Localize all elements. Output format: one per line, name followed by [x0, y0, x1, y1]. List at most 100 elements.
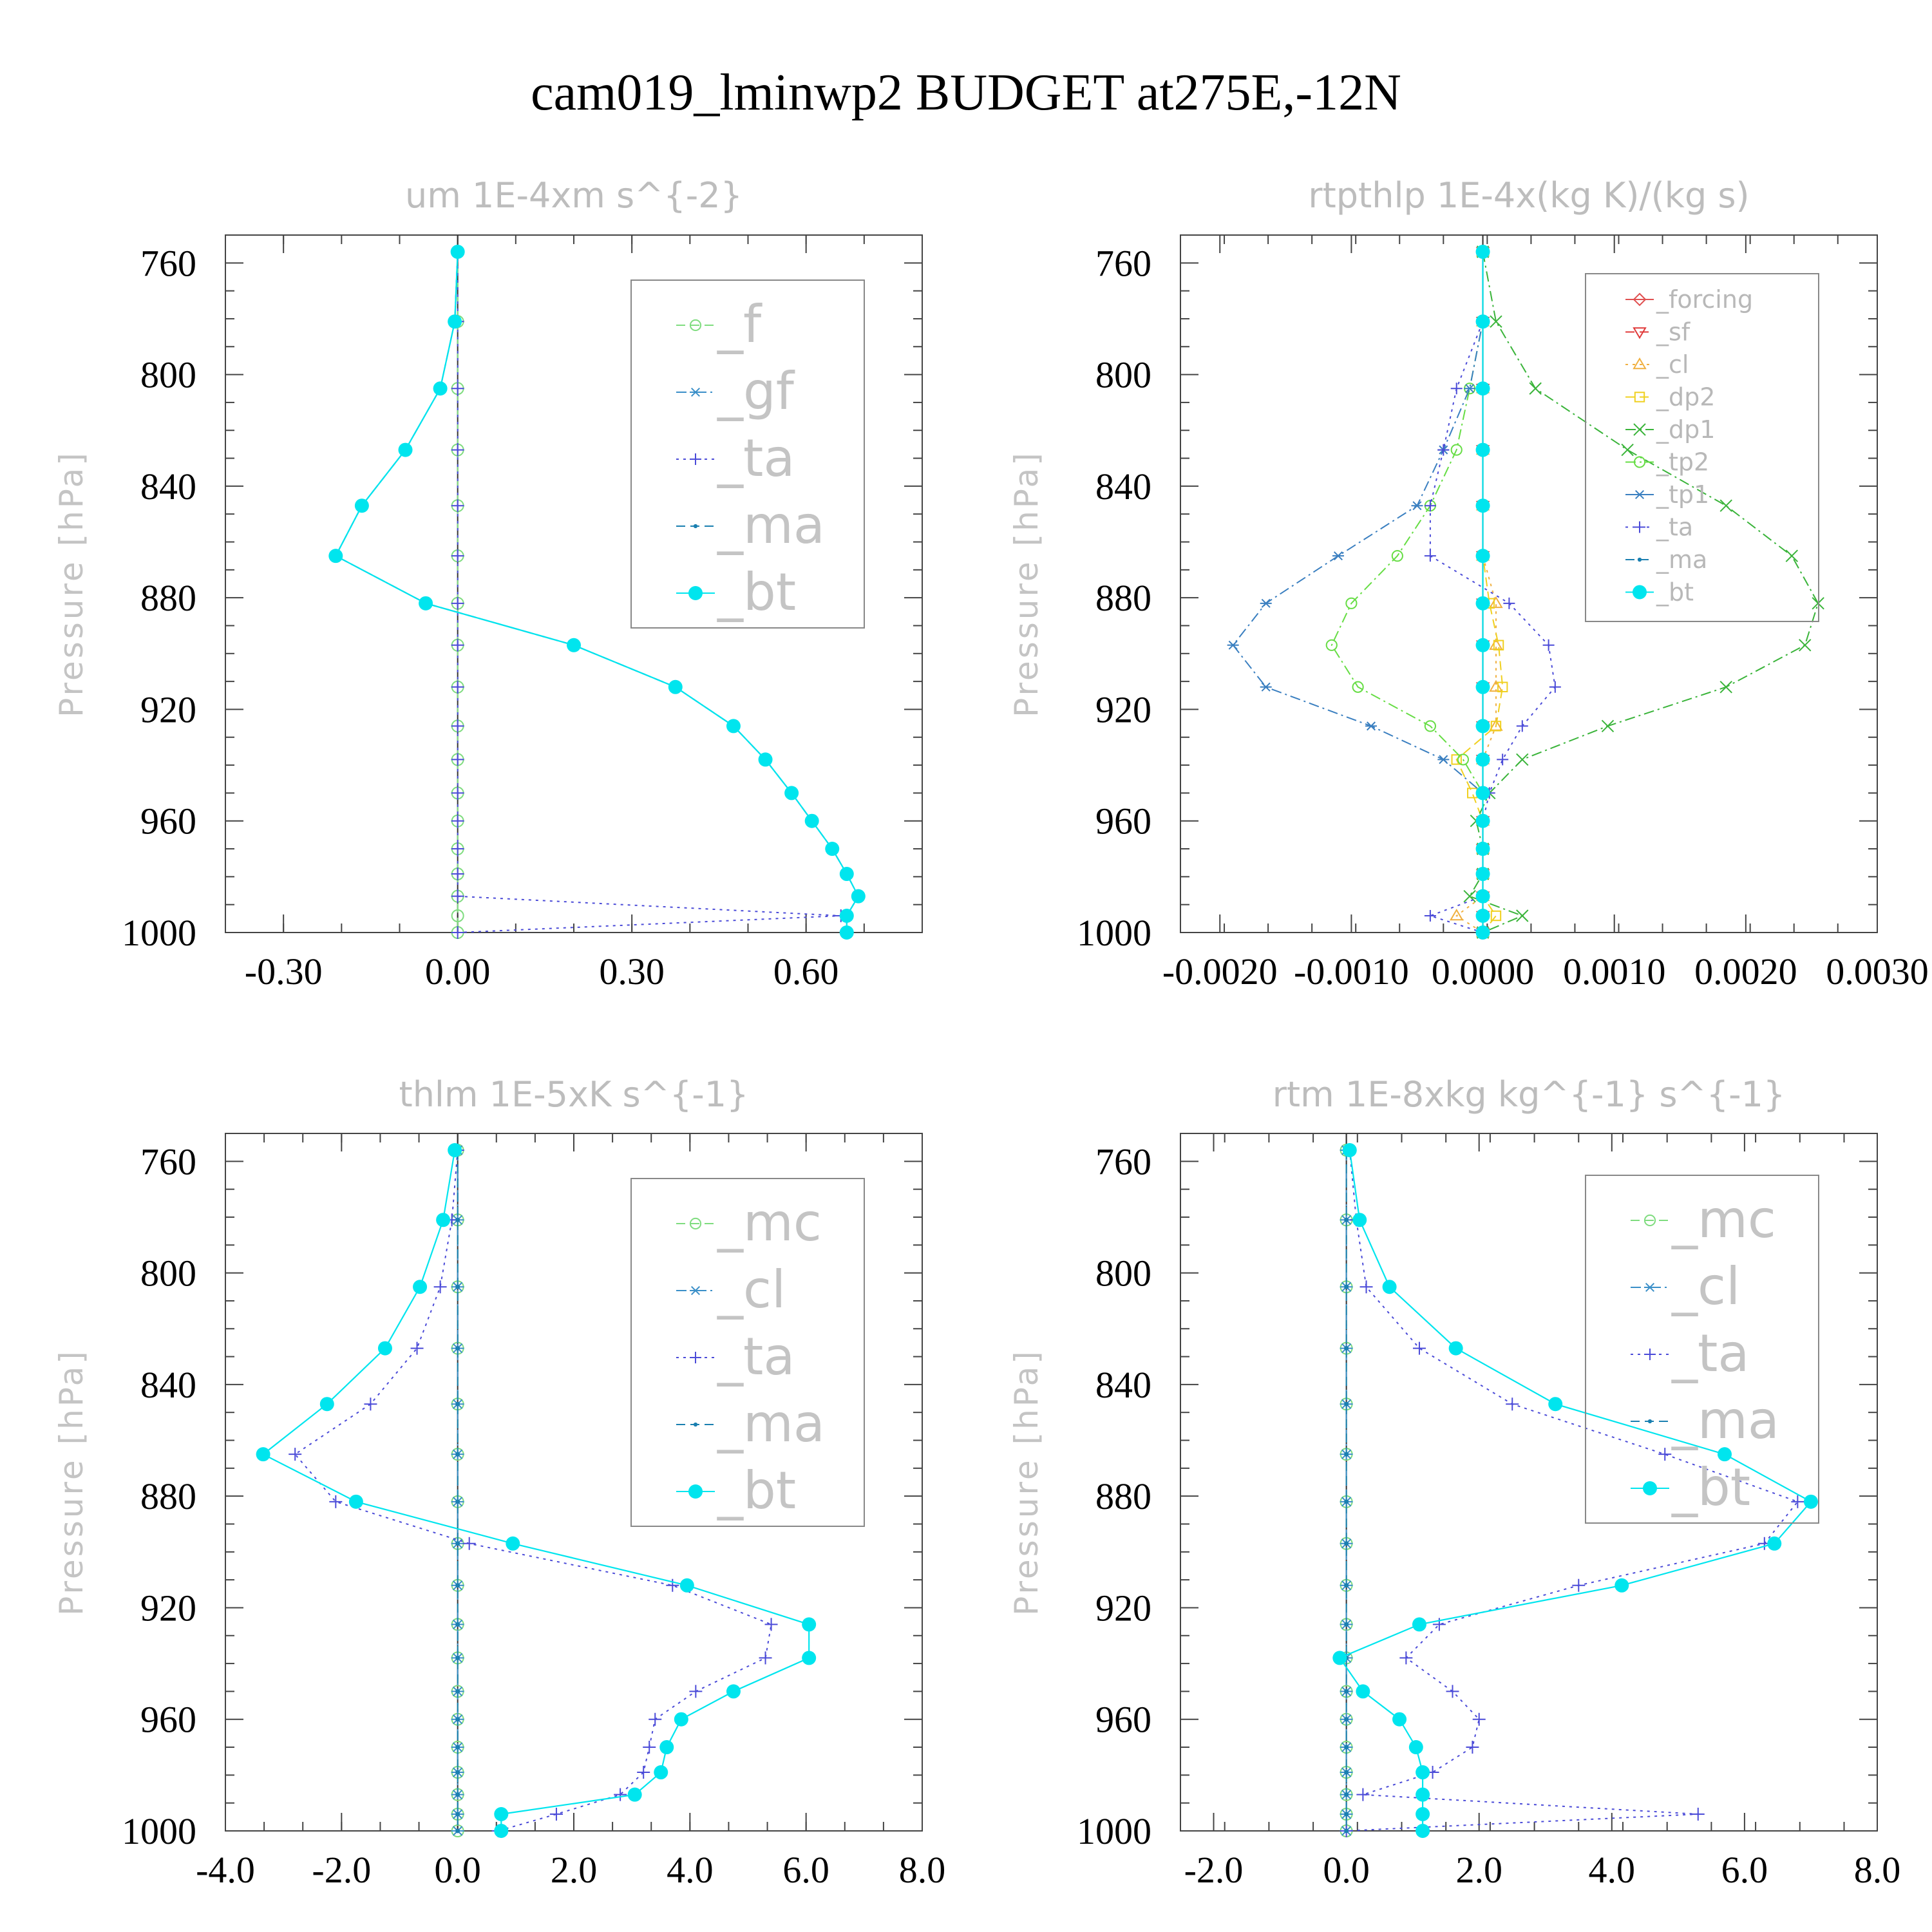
legend-item: _dp1	[1625, 415, 1715, 444]
data-point	[455, 1745, 460, 1750]
y-tick-label: 760	[140, 242, 196, 284]
y-axis-label: Pressure [hPa]	[1008, 450, 1045, 717]
data-point	[1658, 1448, 1672, 1461]
data-point	[1450, 383, 1463, 395]
legend-marker	[693, 524, 698, 529]
data-point	[1227, 640, 1239, 650]
data-point	[1548, 1397, 1563, 1412]
data-point	[1332, 551, 1344, 561]
chart-panel-rtm: rtm 1E-8xkg kg^{-1} s^{-1} Pressure [hPa]…	[1008, 1074, 1900, 1891]
series-line	[1331, 252, 1484, 933]
data-point	[1516, 753, 1529, 766]
y-tick-label: 880	[1095, 577, 1151, 619]
series-bt	[1332, 1142, 1818, 1838]
data-point	[1799, 639, 1812, 652]
legend-item: _ma	[676, 495, 825, 555]
legend-item: _ta	[676, 428, 795, 488]
legend-item: _bt	[1631, 1457, 1750, 1517]
data-point	[455, 1622, 460, 1627]
series-cl	[1449, 245, 1503, 938]
data-point	[1344, 1217, 1349, 1222]
legend-marker	[690, 1352, 701, 1363]
legend-box	[630, 1178, 865, 1527]
data-point	[839, 867, 854, 882]
data-point	[1475, 442, 1490, 457]
legend-marker	[1633, 585, 1647, 600]
data-point	[1451, 754, 1462, 765]
data-point	[451, 638, 464, 652]
legend-label: _ma	[717, 495, 825, 555]
y-tick-label: 960	[1095, 1699, 1151, 1741]
y-tick-label: 1000	[122, 912, 196, 954]
data-point	[451, 443, 464, 457]
series-line	[1468, 251, 1819, 933]
data-point	[1466, 1741, 1479, 1754]
y-tick-label: 960	[1095, 800, 1151, 842]
data-point	[1359, 1280, 1373, 1294]
x-tick-label: -2.0	[1184, 1849, 1244, 1891]
x-tick-label: 0.0000	[1432, 951, 1535, 992]
data-point	[462, 1537, 476, 1550]
series-ma	[455, 1148, 460, 1833]
data-point	[494, 1807, 509, 1822]
data-point	[668, 679, 683, 694]
legend-label: _bt	[1656, 578, 1694, 607]
legend-label: _f	[717, 294, 762, 354]
data-point	[1572, 1578, 1586, 1592]
legend-label: _gf	[717, 361, 795, 421]
data-point	[1399, 1651, 1413, 1665]
data-point	[448, 314, 462, 329]
panel-title: thlm 1E-5xK s^{-1}	[399, 1074, 749, 1115]
y-tick-label: 1000	[1077, 912, 1151, 954]
series-bt	[256, 1142, 817, 1838]
legend-marker	[1643, 1481, 1657, 1495]
legend: _f _gf _ta _ma _bt	[630, 279, 865, 629]
x-tick-label: -0.30	[245, 951, 323, 992]
y-axis-label: Pressure [hPa]	[53, 450, 90, 717]
legend-marker	[1644, 1282, 1656, 1293]
data-point	[1542, 639, 1555, 651]
y-tick-label: 800	[140, 354, 196, 396]
legend-item: _ta	[676, 1327, 795, 1387]
data-point	[1803, 1494, 1818, 1509]
data-point	[410, 1341, 424, 1355]
y-tick-label: 880	[140, 577, 196, 619]
data-point	[1516, 909, 1529, 922]
y-axis-label: Pressure [hPa]	[53, 1349, 90, 1616]
data-point	[1717, 1447, 1732, 1462]
legend-marker	[1634, 489, 1645, 500]
legend-marker	[1634, 521, 1645, 533]
data-point	[455, 1717, 460, 1722]
x-tick-label: -2.0	[312, 1849, 371, 1891]
data-point	[348, 1494, 363, 1509]
data-point	[451, 842, 464, 856]
data-point	[567, 638, 581, 652]
series-line	[1455, 252, 1504, 933]
legend-item: _bt	[676, 562, 796, 622]
data-point	[1450, 444, 1463, 456]
data-point	[1475, 813, 1490, 828]
data-point	[1475, 909, 1490, 923]
legend-label: _ma	[1656, 545, 1707, 574]
data-point	[448, 1142, 462, 1157]
data-point	[1416, 1787, 1430, 1802]
x-tick-label: 0.00	[425, 951, 491, 992]
legend-label: _tp1	[1656, 480, 1709, 509]
legend-item: _ma	[1631, 1390, 1779, 1450]
data-point	[1416, 1807, 1430, 1822]
data-point	[455, 1284, 460, 1289]
x-tick-label: 0.60	[773, 951, 839, 992]
data-point	[1475, 867, 1490, 882]
x-tick-label: 6.0	[1721, 1849, 1768, 1891]
data-point	[494, 1824, 509, 1838]
legend-label: _bt	[1671, 1457, 1750, 1517]
data-point	[1356, 1684, 1370, 1699]
data-point	[1424, 910, 1436, 922]
legend-label: _ma	[1671, 1390, 1779, 1450]
data-point	[450, 244, 465, 259]
data-point	[1475, 244, 1490, 259]
legend-item: _tp2	[1625, 448, 1709, 477]
data-point	[1448, 1341, 1463, 1356]
data-point	[329, 1495, 343, 1508]
legend-item: _f	[676, 294, 762, 354]
